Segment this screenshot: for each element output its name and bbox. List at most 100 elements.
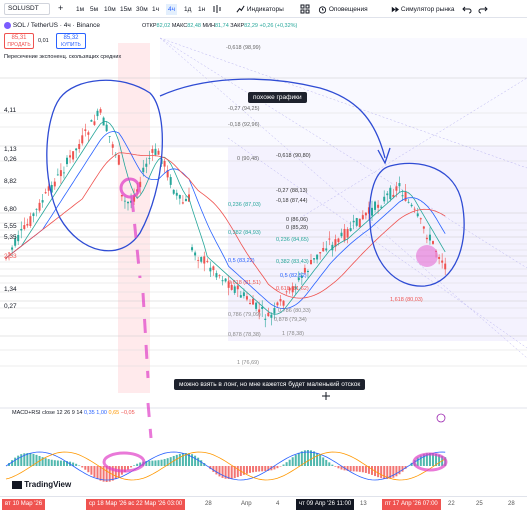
candle-body xyxy=(41,200,44,203)
candle-body xyxy=(413,208,416,210)
candle-body xyxy=(123,200,126,202)
candle-body xyxy=(206,260,209,262)
candle-body xyxy=(99,109,102,113)
drawn-arrow-line xyxy=(159,78,386,159)
tf-1d[interactable]: 1д xyxy=(184,6,192,13)
candle-body xyxy=(26,223,29,226)
moving-averages xyxy=(5,121,446,315)
macd-bar xyxy=(371,466,373,475)
candle-body xyxy=(169,177,172,185)
macd-bar xyxy=(276,466,279,469)
alerts-label: Оповещения xyxy=(328,6,368,13)
candle-body xyxy=(291,286,294,293)
candle-body xyxy=(306,270,309,273)
candle-body xyxy=(59,170,62,177)
candle-body xyxy=(17,234,20,242)
fib-label: 0,236 (84,65) xyxy=(276,237,309,243)
macd-bar xyxy=(29,453,32,466)
tf-1m[interactable]: 1м xyxy=(76,6,85,13)
macd-bar xyxy=(47,459,50,466)
time-label: 28 xyxy=(508,501,515,507)
undo-icon[interactable] xyxy=(462,4,472,15)
tf-10m[interactable]: 10м xyxy=(104,6,116,13)
indicators-icon xyxy=(236,5,245,13)
candle-body xyxy=(285,291,288,293)
candle-body xyxy=(432,241,434,244)
macd-bar xyxy=(435,453,438,466)
macd-legend[interactable]: MACD+RSI close 12 26 9 14 0,35 1,00 0,65… xyxy=(12,410,135,416)
candle-body xyxy=(310,259,312,265)
price-label: 2,53 xyxy=(4,253,17,260)
chart-type-icon[interactable] xyxy=(212,4,222,15)
candle-body xyxy=(255,302,258,309)
indicator-legend[interactable]: Пересечение экспоненц. скользящих средни… xyxy=(4,54,122,60)
event-icon[interactable] xyxy=(436,413,446,423)
macd-bar xyxy=(75,463,78,466)
macd-bar xyxy=(35,454,38,466)
candle-body xyxy=(11,247,14,250)
candle-body xyxy=(398,183,401,187)
candle-body xyxy=(157,150,160,155)
candle-body xyxy=(438,257,441,259)
candle-body xyxy=(148,157,151,159)
time-badge: вт 10 Мар '26 xyxy=(2,499,46,510)
candle-body xyxy=(294,286,297,290)
sell-button[interactable]: 85,31 ПРОДАТЬ xyxy=(4,33,34,49)
fib-label: -0,618 (90,80) xyxy=(276,153,311,159)
tf-1w[interactable]: 1н xyxy=(198,6,206,13)
candle-body xyxy=(142,167,145,173)
candle-body xyxy=(105,124,108,132)
candle-body xyxy=(197,259,200,261)
tf-1h[interactable]: 1ч xyxy=(152,6,160,13)
macd-bar xyxy=(392,466,395,478)
tf-15m[interactable]: 15м xyxy=(120,6,132,13)
candle-body xyxy=(53,181,56,187)
candle-body xyxy=(224,278,227,282)
tf-4h[interactable]: 4ч xyxy=(166,4,178,15)
candle-body xyxy=(236,285,239,290)
note-similar-charts[interactable]: похоже графики xyxy=(248,92,307,103)
time-label: 25 xyxy=(476,501,483,507)
macd-bar xyxy=(26,453,29,466)
candle-body xyxy=(20,228,23,231)
candle-body xyxy=(392,194,395,197)
macd-bar xyxy=(194,455,197,466)
buy-price: 85,32 xyxy=(63,35,79,41)
spread-value: 0,01 xyxy=(38,38,49,44)
macd-bar xyxy=(11,460,14,466)
candle-body xyxy=(242,292,245,297)
time-axis[interactable]: вт 10 Мар '26 ср 18 Мар '26 вс 22 Мар '2… xyxy=(0,496,527,512)
note-long-entry[interactable]: можно взять в лонг, но мне кажется будет… xyxy=(174,379,366,390)
candle-body xyxy=(172,189,175,194)
macd-bar xyxy=(96,466,99,480)
chart-area[interactable]: SOL / TetherUS · 4ч · Binance ОТКР82,02 … xyxy=(0,18,527,496)
tradingview-logo: TradingView xyxy=(12,480,71,489)
buy-button[interactable]: 85,32 КУПИТЬ xyxy=(56,33,86,49)
add-symbol-icon[interactable]: + xyxy=(58,3,64,13)
candle-body xyxy=(133,195,136,202)
sell-label: ПРОДАТЬ xyxy=(7,42,31,48)
macd-bar xyxy=(303,450,306,466)
alerts-button[interactable]: Оповещения xyxy=(318,4,368,15)
macd-bar xyxy=(78,465,81,466)
indicators-button[interactable]: Индикаторы xyxy=(236,4,284,15)
symbol-search[interactable]: SOLUSDT xyxy=(4,3,50,15)
macd-bar xyxy=(242,466,245,475)
chart-canvas[interactable] xyxy=(0,18,527,496)
replay-button[interactable]: Симулятор рынка xyxy=(390,4,455,15)
tf-5m[interactable]: 5м xyxy=(90,6,99,13)
fib-label: 1 (76,69) xyxy=(237,360,260,366)
macd-bar xyxy=(252,466,255,473)
macd-bar xyxy=(325,459,328,466)
candle-body xyxy=(383,196,386,202)
tf-30m[interactable]: 30м xyxy=(136,6,148,13)
price-label: 4,11 xyxy=(4,107,17,114)
macd-bar xyxy=(258,466,261,472)
templates-icon[interactable] xyxy=(300,4,310,15)
macd-bar xyxy=(160,459,163,466)
candle-body xyxy=(374,201,377,210)
redo-icon[interactable] xyxy=(478,4,488,15)
candle-body xyxy=(252,298,255,305)
candle-body xyxy=(245,296,248,300)
macd-bar xyxy=(17,455,20,466)
